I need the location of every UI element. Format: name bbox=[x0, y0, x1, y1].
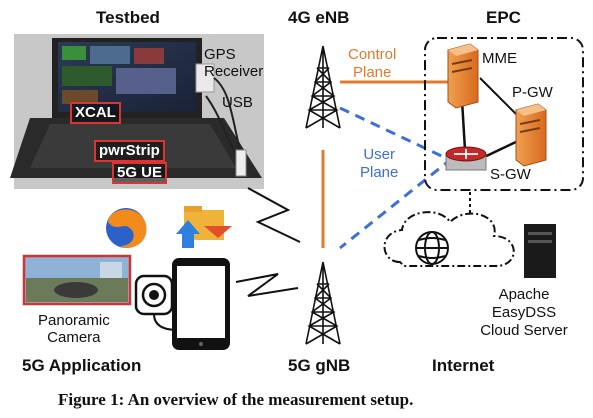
control-plane-line2: Plane bbox=[352, 64, 392, 81]
cloud-server-label: Apache EasyDSS Cloud Server bbox=[468, 286, 580, 340]
gps-label-line2: Receiver bbox=[204, 63, 264, 80]
camera-360-icon bbox=[134, 274, 179, 331]
control-plane-line1: Control bbox=[348, 46, 397, 63]
camera-label-line2: Camera bbox=[47, 329, 101, 346]
panorama-photo bbox=[22, 254, 132, 306]
server-icon bbox=[447, 43, 479, 109]
gps-label-line1: GPS bbox=[204, 46, 236, 63]
user-plane-line1: User bbox=[363, 146, 396, 163]
firefox-icon bbox=[106, 208, 147, 248]
panoramic-camera-label: Panoramic Camera bbox=[38, 312, 110, 346]
figure-caption: Figure 1: An overview of the measurement… bbox=[58, 390, 414, 409]
cloud-icon bbox=[383, 211, 515, 267]
control-plane-label: Control Plane bbox=[348, 46, 396, 82]
tower-icon bbox=[305, 261, 341, 345]
router-icon bbox=[445, 146, 487, 171]
sgw-label: S-GW bbox=[490, 166, 531, 183]
lightning-icon bbox=[247, 187, 301, 243]
globe-icon bbox=[415, 231, 449, 265]
section-title-5g-application: 5G Application bbox=[22, 356, 142, 375]
pwrstrip-label: pwrStrip bbox=[94, 140, 165, 162]
section-title-epc: EPC bbox=[486, 8, 521, 27]
user-plane-label: User Plane bbox=[360, 146, 398, 182]
section-title-testbed: Testbed bbox=[96, 8, 160, 27]
server-label-line2: EasyDSS bbox=[491, 304, 557, 321]
server-label-line1: Apache bbox=[498, 286, 550, 303]
user-plane-line2: Plane bbox=[360, 164, 399, 181]
5g-ue-label: 5G UE bbox=[112, 162, 168, 184]
xcal-label: XCAL bbox=[70, 102, 121, 124]
lightning-icon bbox=[235, 273, 299, 297]
server-icon bbox=[524, 224, 556, 278]
camera-label-line1: Panoramic bbox=[38, 312, 110, 329]
server-label-line3: Cloud Server bbox=[480, 322, 568, 339]
smartphone-icon bbox=[172, 258, 230, 350]
section-title-4g-enb: 4G eNB bbox=[288, 8, 350, 27]
mme-label: MME bbox=[482, 50, 517, 67]
tower-icon bbox=[305, 45, 341, 129]
laptop-photo bbox=[10, 34, 264, 189]
usb-label: USB bbox=[222, 94, 253, 111]
server-icon bbox=[515, 103, 547, 167]
file-transfer-icon bbox=[176, 206, 232, 248]
gps-receiver-label: GPS Receiver bbox=[204, 46, 263, 80]
section-title-internet: Internet bbox=[432, 356, 495, 375]
pgw-label: P-GW bbox=[512, 84, 553, 101]
section-title-5g-gnb: 5G gNB bbox=[288, 356, 351, 375]
